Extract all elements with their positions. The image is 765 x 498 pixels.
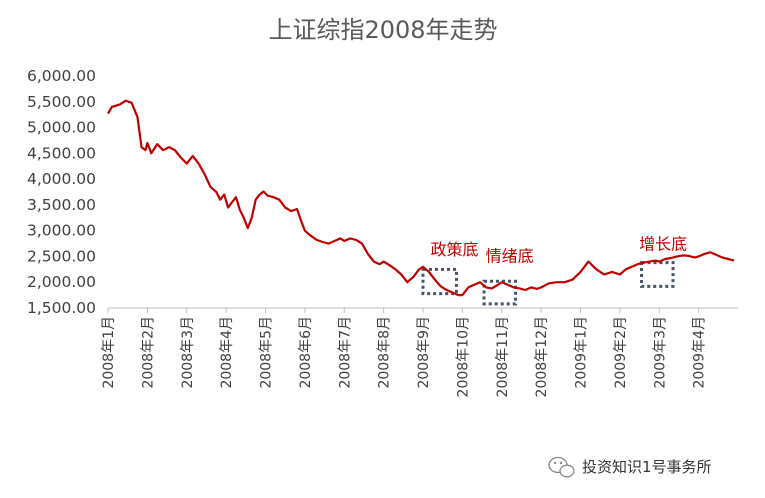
annotation-label: 政策底: [430, 240, 478, 259]
x-tick-label: 2008年4月: [219, 316, 235, 389]
y-tick-label: 3,000.00: [27, 222, 96, 240]
x-tick-label: 2008年6月: [298, 316, 314, 389]
chart-title: 上证综指2008年走势: [268, 16, 497, 44]
y-tick-label: 6,000.00: [27, 67, 96, 85]
series-line: [107, 99, 735, 297]
x-tick-label: 2008年10月: [455, 316, 471, 397]
y-tick-label: 4,000.00: [27, 170, 96, 188]
y-tick-label: 1,500.00: [27, 299, 96, 317]
x-tick-label: 2008年8月: [377, 316, 393, 389]
x-axis: 2008年1月 2008年2月 2008年3月 2008年4月 2008年5月 2008年…: [101, 307, 738, 397]
y-tick-label: 5,500.00: [27, 93, 96, 111]
watermark: 投资知识1号事务所: [548, 456, 712, 478]
annotations: 政策底 情绪底 增长底: [430, 235, 687, 266]
highlight-box: [640, 261, 675, 288]
highlight-box: [482, 279, 518, 306]
highlight-boxes: [421, 261, 675, 306]
y-tick-label: 4,500.00: [27, 144, 96, 162]
watermark-text: 投资知识1号事务所: [582, 458, 712, 476]
series-group: [107, 99, 735, 297]
x-tick-label: 2009年2月: [613, 316, 629, 389]
x-tick-label: 2008年2月: [140, 316, 156, 389]
x-tick-label: 2008年3月: [180, 316, 196, 389]
y-tick-label: 5,000.00: [27, 119, 96, 137]
annotation-label: 增长底: [639, 235, 687, 254]
x-tick-label: 2008年9月: [416, 316, 432, 389]
x-tick-label: 2008年1月: [101, 316, 117, 389]
x-tick-label: 2009年1月: [574, 316, 590, 389]
x-tick-label: 2009年3月: [652, 316, 668, 389]
x-tick-label: 2008年12月: [534, 316, 550, 397]
x-tick-label: 2008年5月: [259, 316, 275, 389]
x-tick-label: 2008年11月: [495, 316, 511, 397]
annotation-label: 情绪底: [486, 247, 534, 266]
y-tick-label: 3,500.00: [27, 196, 96, 214]
x-tick-label: 2009年4月: [692, 316, 708, 389]
x-tick-label: 2008年7月: [337, 316, 353, 389]
y-tick-label: 2,000.00: [27, 273, 96, 291]
highlight-box: [421, 267, 458, 296]
y-tick-label: 2,500.00: [27, 247, 96, 265]
y-axis: 1,500.00 2,000.00 2,500.00 3,000.00 3,500.00…: [27, 67, 96, 317]
wechat-icon: [548, 456, 575, 478]
